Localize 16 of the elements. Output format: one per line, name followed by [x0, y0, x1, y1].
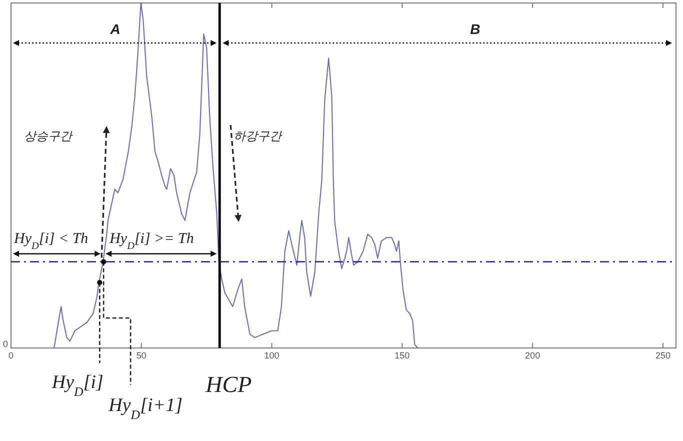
x-tick-label: 150 — [394, 350, 410, 360]
annotation: 하강구간 — [234, 129, 283, 143]
annotation: B — [470, 21, 480, 37]
x-tick-label: 200 — [525, 350, 540, 360]
ref-line-label: HCP — [204, 372, 252, 397]
x-tick-label: 100 — [264, 350, 280, 360]
annotation: Hy$_{D}$[i] — [50, 372, 104, 398]
annotation: Hy$_{D}$[i+1] — [108, 395, 183, 422]
annotation: 상승구간 — [24, 129, 73, 143]
annotation: Hy$_{D}$[i] < Th — [13, 230, 88, 252]
x-tick-label: 50 — [136, 350, 146, 360]
text: 0 — [2, 339, 8, 349]
x-tick-label: 250 — [655, 350, 670, 360]
annotation: Hy$_{D}$[i] >= Th — [108, 230, 194, 252]
annotation: A — [109, 21, 120, 37]
x-tick-label: 0 — [8, 350, 14, 360]
